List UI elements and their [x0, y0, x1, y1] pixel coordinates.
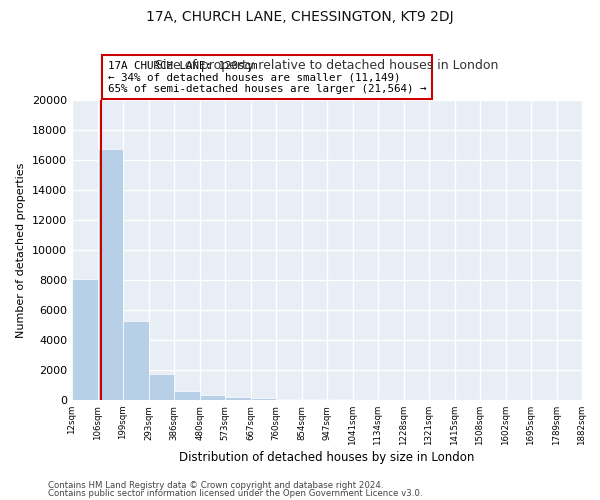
Bar — [200, 395, 225, 400]
Bar — [123, 320, 149, 400]
Bar — [251, 398, 276, 400]
Text: Contains public sector information licensed under the Open Government Licence v3: Contains public sector information licen… — [48, 488, 422, 498]
Text: 17A, CHURCH LANE, CHESSINGTON, KT9 2DJ: 17A, CHURCH LANE, CHESSINGTON, KT9 2DJ — [146, 10, 454, 24]
Bar — [174, 390, 200, 400]
Bar — [225, 397, 251, 400]
Bar — [72, 279, 98, 400]
Y-axis label: Number of detached properties: Number of detached properties — [16, 162, 26, 338]
Text: Contains HM Land Registry data © Crown copyright and database right 2024.: Contains HM Land Registry data © Crown c… — [48, 481, 383, 490]
Title: Size of property relative to detached houses in London: Size of property relative to detached ho… — [155, 60, 499, 72]
Text: 17A CHURCH LANE: 120sqm
← 34% of detached houses are smaller (11,149)
65% of sem: 17A CHURCH LANE: 120sqm ← 34% of detache… — [108, 61, 426, 94]
Bar — [276, 399, 302, 400]
Bar — [149, 374, 174, 400]
Bar — [98, 150, 123, 400]
Bar — [302, 399, 327, 400]
X-axis label: Distribution of detached houses by size in London: Distribution of detached houses by size … — [179, 451, 475, 464]
